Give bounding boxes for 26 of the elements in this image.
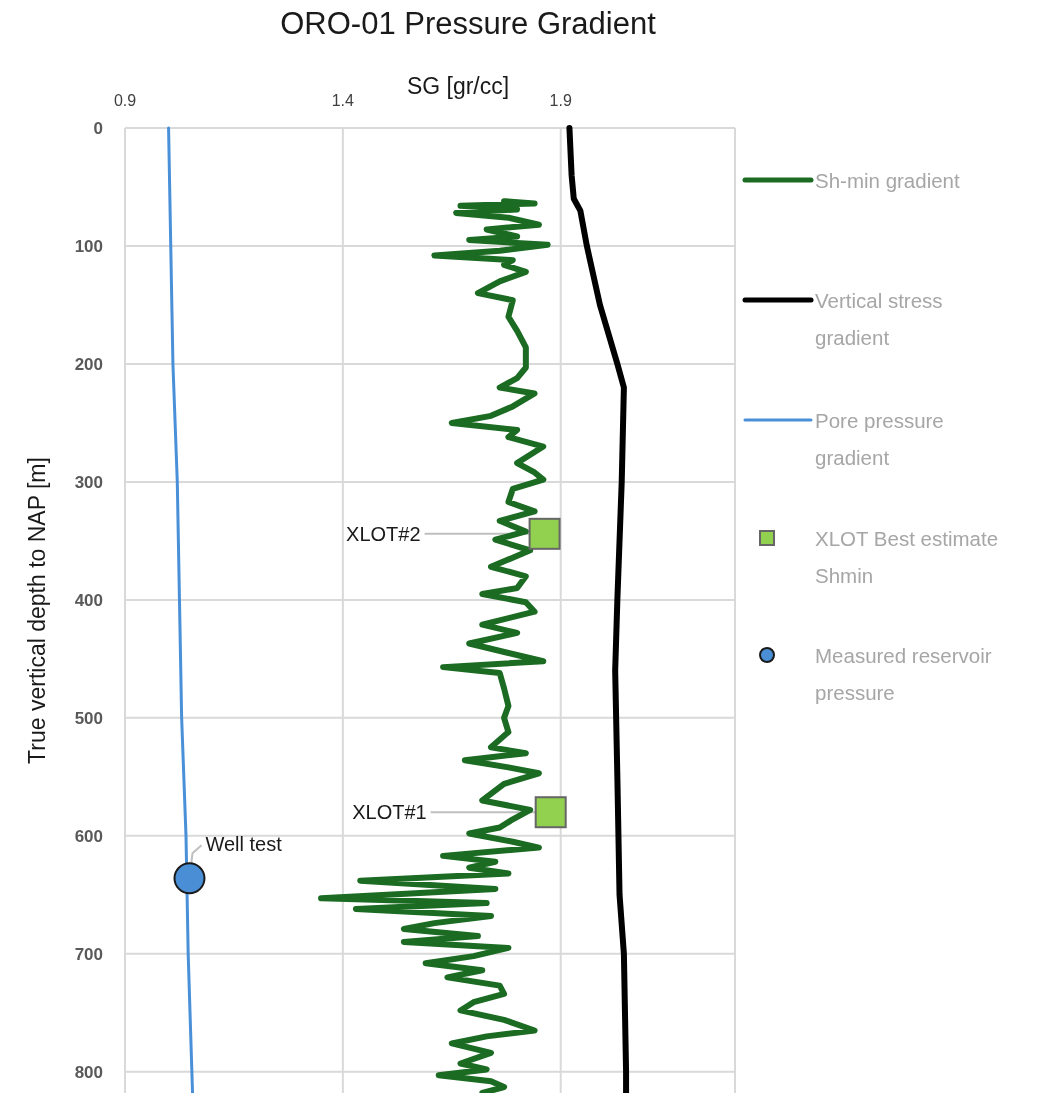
x-tick-label: 0.9 <box>113 92 137 109</box>
legend-label: XLOT Best estimate Shmin <box>815 527 999 587</box>
chart-title: ORO-01 Pressure Gradient <box>280 6 657 41</box>
legend-label: Sh-min gradient <box>815 169 961 192</box>
y-tick-label: 0 <box>93 119 103 138</box>
x-tick-label: 1.4 <box>331 92 355 109</box>
point <box>528 517 561 550</box>
y-tick-label: 300 <box>74 472 103 492</box>
point <box>173 862 206 895</box>
y-tick-label: 400 <box>74 590 103 610</box>
x-axis-title: SG [gr/cc] <box>406 73 510 99</box>
annotation: XLOT#2 <box>346 522 421 545</box>
y-tick-label: 200 <box>74 354 103 374</box>
y-axis-title: True vertical depth to NAP [m] <box>24 457 50 764</box>
y-tick-label: 500 <box>74 708 103 728</box>
point <box>534 796 567 829</box>
y-tick-label: 100 <box>74 236 103 256</box>
annotation: Well test <box>205 833 283 856</box>
y-tick-label: 800 <box>74 1062 103 1082</box>
legend-label: Measured reservoir pressure <box>815 644 992 704</box>
annotation: XLOT#1 <box>352 801 427 824</box>
legend-label: Vertical stress gradient <box>815 289 943 349</box>
y-tick-label: 700 <box>74 944 103 964</box>
legend-label: Pore pressure gradient <box>815 409 944 469</box>
y-tick-label: 600 <box>74 826 103 846</box>
x-tick-label: 1.9 <box>549 92 572 109</box>
